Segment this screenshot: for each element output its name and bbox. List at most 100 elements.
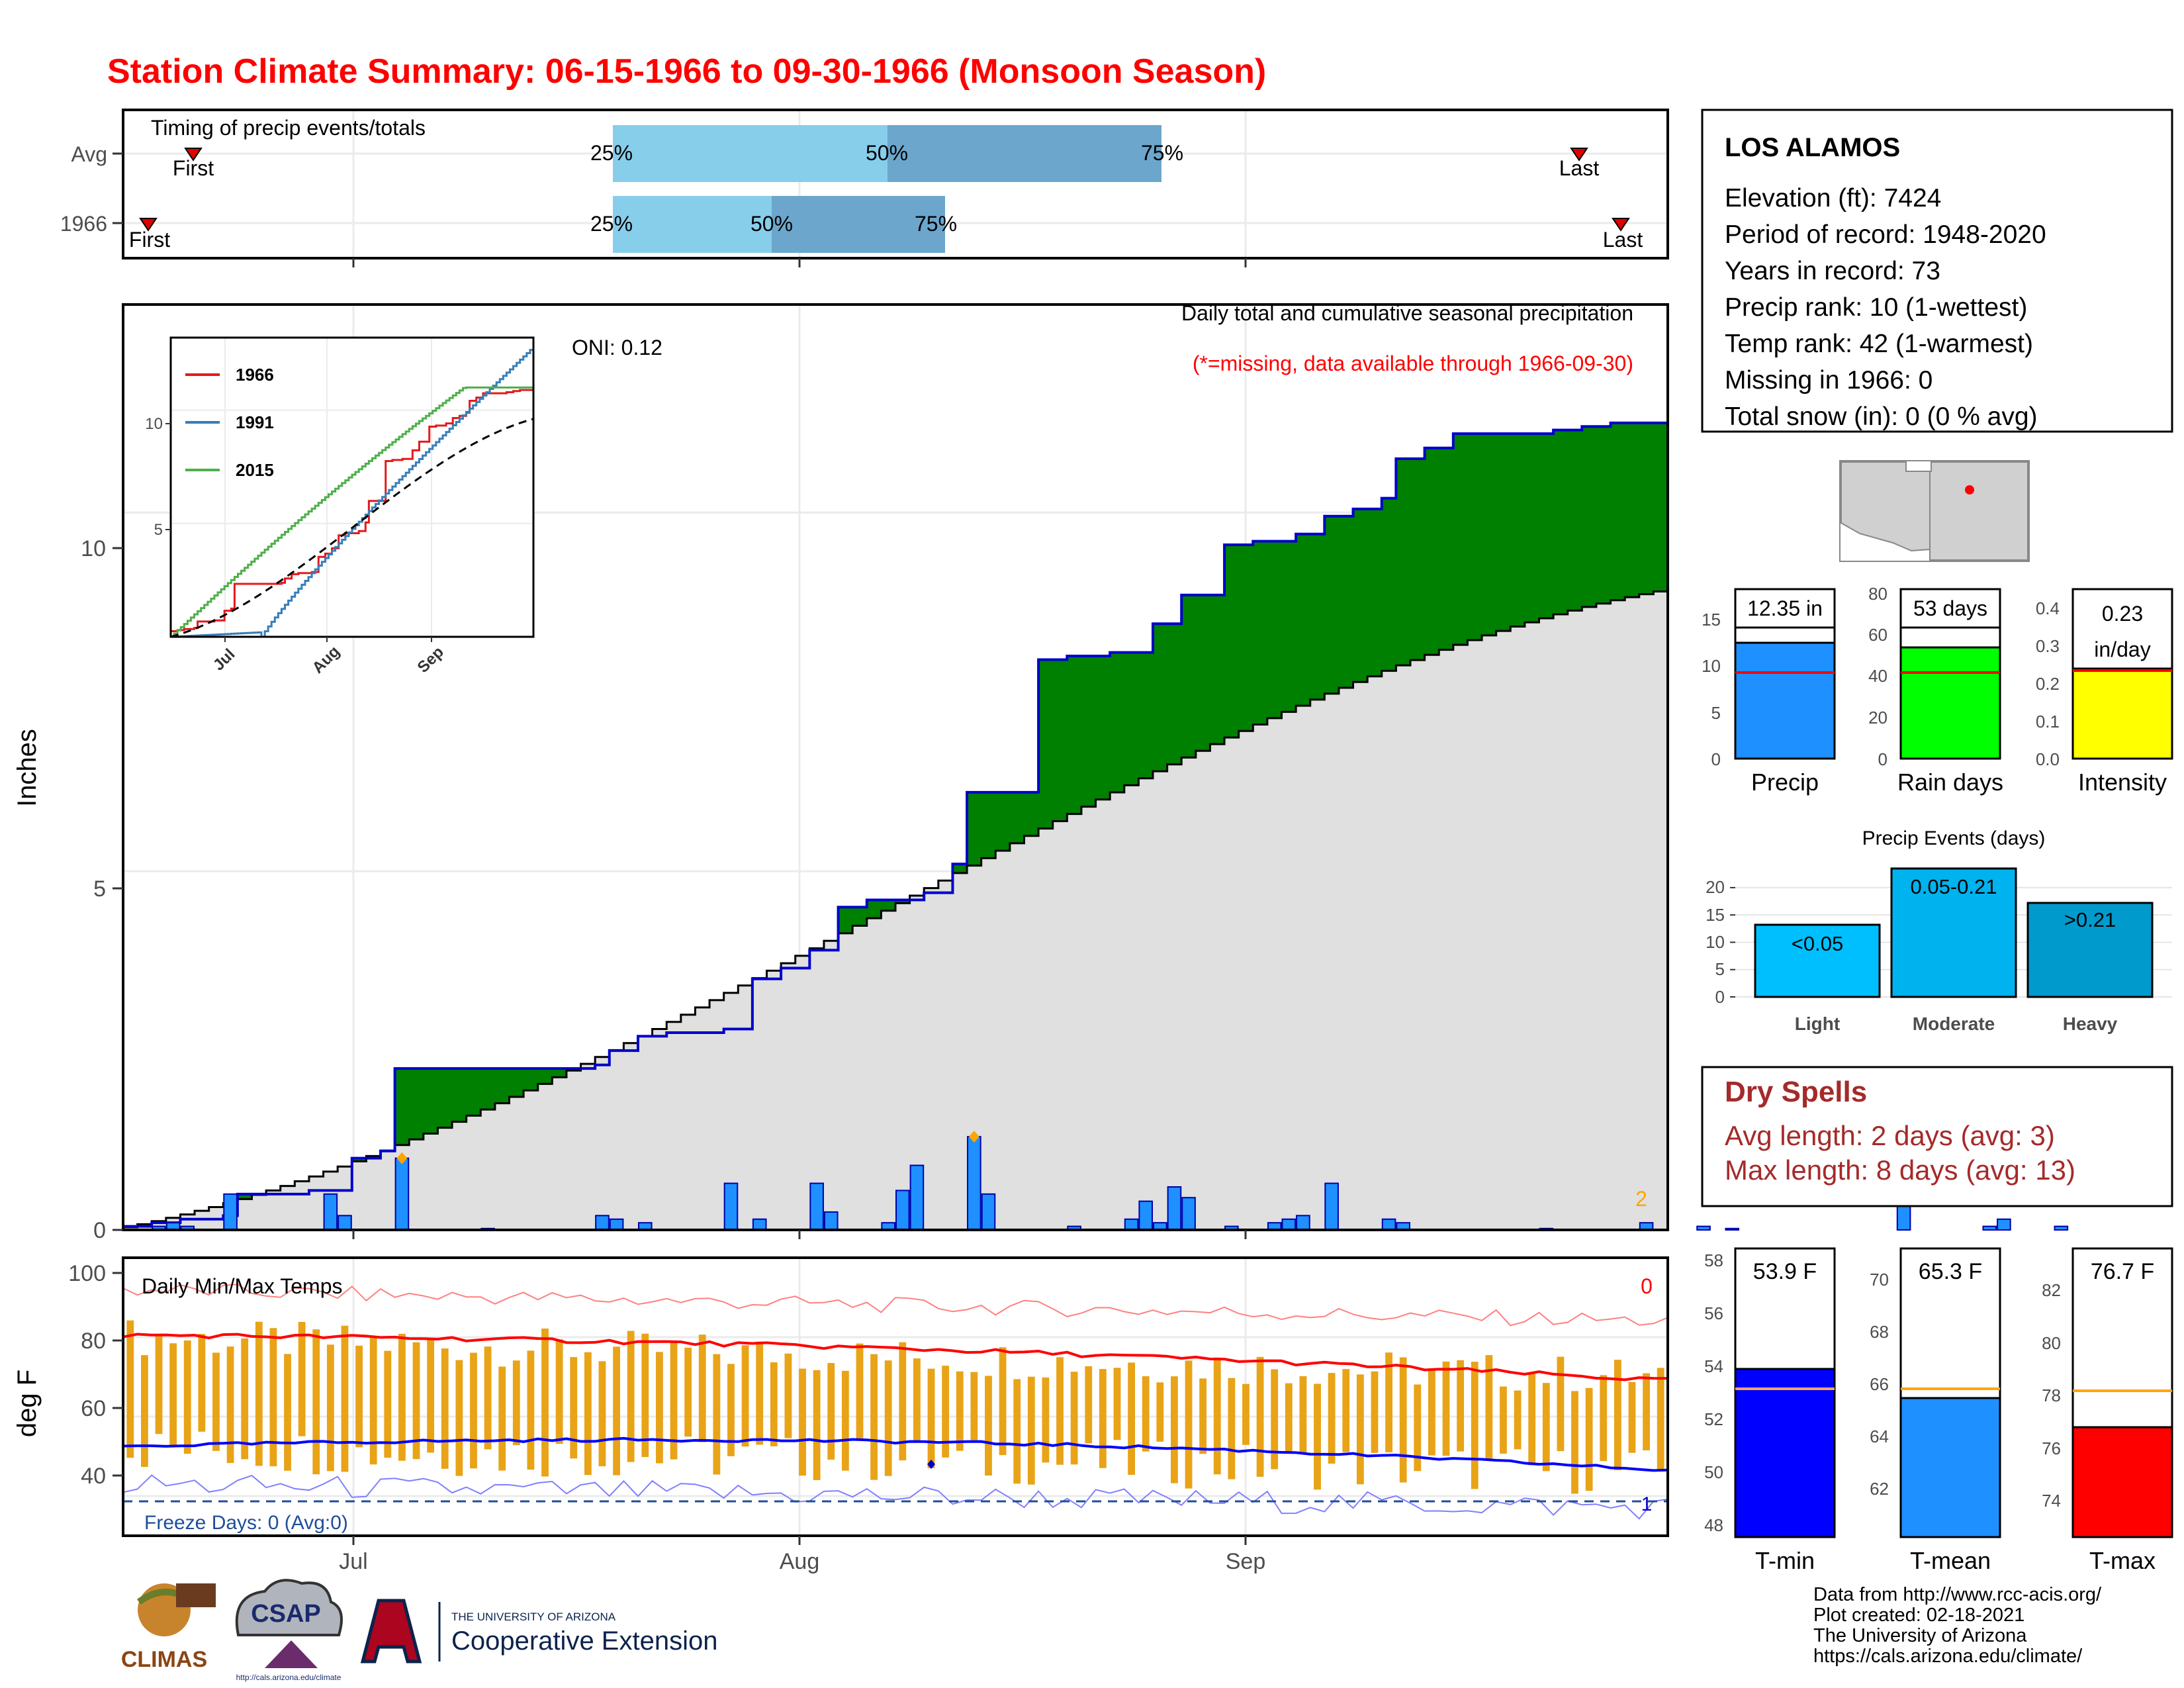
- tmin-value: 53.9 F: [1753, 1259, 1817, 1284]
- credit-line-4: https://cals.arizona.edu/climate/: [1813, 1646, 2083, 1667]
- dry-spells-title: Dry Spells: [1725, 1076, 1867, 1108]
- daily-precip-bar: [1124, 1218, 1139, 1231]
- daily-temp-range-bar: [1614, 1360, 1621, 1471]
- daily-temp-range-bar: [570, 1357, 578, 1459]
- daily-temp-range-bar: [1271, 1369, 1279, 1470]
- daily-temp-range-bar: [913, 1358, 921, 1442]
- last-marker-1966-icon: [1612, 218, 1630, 232]
- location-map: [1839, 460, 2030, 562]
- dry-spells-max: Max length: 8 days (avg: 13): [1725, 1154, 2075, 1186]
- credit-line-3: The University of Arizona: [1813, 1625, 2027, 1646]
- timing-1966-p75: 75%: [915, 212, 957, 236]
- daily-temp-range-bar: [198, 1334, 206, 1432]
- dry-spells-avg: Avg length: 2 days (avg: 3): [1725, 1120, 2055, 1151]
- cumulative-1966-line: [123, 421, 1668, 1228]
- tmean-ytick-62: 62: [1870, 1479, 1889, 1499]
- daily-temp-range-bar: [1185, 1360, 1193, 1489]
- inset-ytick-10: 10: [145, 415, 163, 433]
- climas-logo-text: CLIMAS: [121, 1647, 207, 1672]
- tmean-ytick-68: 68: [1870, 1322, 1889, 1342]
- daily-temp-range-bar: [1542, 1383, 1550, 1472]
- tmin-ytick-50: 50: [1704, 1462, 1723, 1482]
- daily-precip-bar: [895, 1190, 910, 1231]
- tmin-ytick-52: 52: [1704, 1409, 1723, 1429]
- events-bar-light-label: <0.05: [1792, 932, 1843, 955]
- precip-panel-title: Daily total and cumulative seasonal prec…: [1181, 301, 1633, 325]
- temp-ytick-60: 60: [81, 1396, 106, 1421]
- inset-ytick-5: 5: [154, 521, 163, 539]
- daily-temp-range-bar: [1342, 1369, 1350, 1452]
- csap-logo-text: CSAP: [251, 1600, 321, 1628]
- daily-temp-range-bar: [1399, 1357, 1407, 1483]
- daily-temp-range-bar: [727, 1364, 735, 1456]
- daily-temp-range-bar: [241, 1338, 249, 1460]
- station-line-temp-rank: Temp rank: 42 (1-warmest): [1725, 330, 2033, 358]
- events-ytick-10: 10: [1706, 932, 1725, 952]
- record-min-line: [122, 1474, 1668, 1520]
- intensity-value-unit: in/day: [2094, 637, 2150, 661]
- daily-precip-bar: [1167, 1186, 1182, 1231]
- daily-temp-range-bar: [1442, 1361, 1450, 1456]
- daily-temp-range-bar: [1299, 1376, 1307, 1454]
- daily-precip-bar: [1997, 1218, 2011, 1231]
- precip-panel-subtitle: (*=missing, data available through 1966-…: [1193, 352, 1633, 375]
- temp-ytick-40: 40: [81, 1464, 106, 1489]
- daily-temp-range-bar: [1585, 1387, 1593, 1491]
- precip-ytick-10: 10: [81, 536, 106, 561]
- daily-temp-range-bar: [169, 1343, 177, 1447]
- events-cat-heavy: Heavy: [2063, 1013, 2118, 1034]
- station-line-missing: Missing in 1966: 0: [1725, 366, 1933, 395]
- tmax-ytick-76: 76: [2042, 1438, 2061, 1458]
- precip-total-value: 12.35 in: [1747, 596, 1823, 620]
- daily-temp-range-bar: [470, 1352, 477, 1469]
- dry-spells-box: Dry Spells Avg length: 2 days (avg: 3) M…: [1701, 1066, 2173, 1207]
- ua-line-2: Cooperative Extension: [451, 1626, 717, 1656]
- timing-panel: Timing of precip events/totals Avg 1966 …: [60, 109, 1669, 267]
- inset-legend-2015: 2015: [236, 460, 274, 480]
- daily-temp-range-bar: [827, 1363, 835, 1460]
- daily-temp-range-bar: [813, 1370, 821, 1480]
- daily-precip-bar: [595, 1215, 610, 1231]
- daily-temp-range-bar: [255, 1321, 263, 1466]
- xtick-aug: Aug: [780, 1549, 820, 1574]
- daily-temp-range-bar: [527, 1350, 535, 1470]
- precip-panel: Daily total and cumulative seasonal prec…: [13, 301, 2069, 1243]
- daily-temp-range-bar: [713, 1354, 721, 1475]
- precip-total-label: Precip: [1751, 769, 1819, 796]
- daily-temp-range-bar: [1113, 1368, 1121, 1440]
- timing-avg-p25: 25%: [590, 141, 633, 165]
- daily-temp-range-bar: [1471, 1362, 1479, 1489]
- daily-temp-range-bar: [956, 1371, 964, 1451]
- daily-temp-range-bar: [1056, 1357, 1064, 1465]
- record-day-marker: [968, 1131, 979, 1143]
- daily-temp-range-bar: [455, 1360, 463, 1476]
- daily-temp-range-bar: [427, 1338, 435, 1453]
- tmax-ytick-78: 78: [2042, 1385, 2061, 1405]
- temp-ylabel: deg F: [13, 1370, 42, 1437]
- daily-temp-range-bar: [298, 1321, 306, 1436]
- daily-temp-range-bar: [985, 1376, 992, 1476]
- daily-temp-range-bar: [1314, 1383, 1321, 1490]
- daily-temp-range-bar: [1485, 1355, 1493, 1459]
- oni-label: ONI: 0.12: [572, 336, 662, 359]
- daily-precip-bar: [723, 1182, 739, 1231]
- raindays-ytick-20: 20: [1868, 708, 1888, 727]
- daily-temp-range-bar: [484, 1346, 492, 1450]
- inset-line-2015: [171, 386, 533, 638]
- daily-temp-range-bar: [1070, 1372, 1078, 1465]
- raindays-ytick-80: 80: [1868, 584, 1888, 604]
- daily-precip-bar: [394, 1157, 410, 1231]
- temp-ytick-80: 80: [81, 1329, 106, 1354]
- daily-temp-range-bar: [141, 1355, 148, 1467]
- raindays-bar: [1899, 646, 2001, 760]
- station-line-precip-rank: Precip rank: 10 (1-wettest): [1725, 293, 2027, 322]
- daily-temp-range-bar: [1428, 1369, 1435, 1456]
- daily-temp-range-bar: [870, 1354, 878, 1480]
- raindays-value: 53 days: [1913, 596, 1987, 620]
- timing-bar-1966-q2: [772, 196, 945, 253]
- daily-temp-range-bar: [799, 1368, 806, 1476]
- tmin-ytick-48: 48: [1704, 1515, 1723, 1535]
- intensity-bar: [2071, 667, 2173, 760]
- daily-temp-range-bar: [1571, 1391, 1578, 1494]
